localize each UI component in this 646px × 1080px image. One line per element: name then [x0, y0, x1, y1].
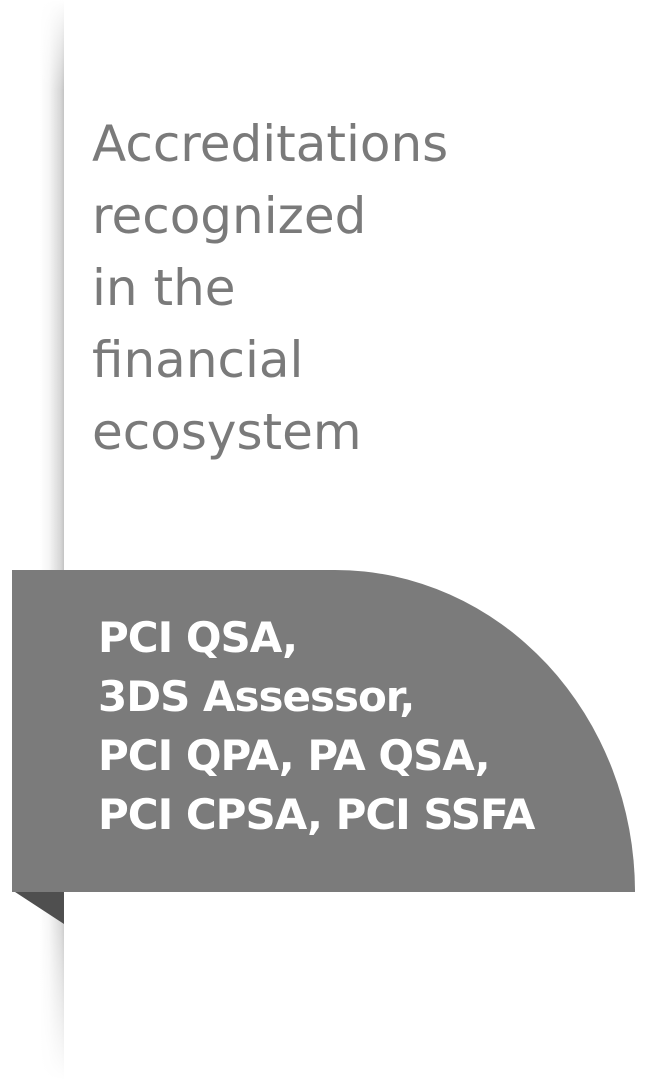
accreditation-line: PCI QSA, — [98, 613, 298, 662]
accreditations-list: PCI QSA, 3DS Assessor, PCI QPA, PA QSA, … — [98, 608, 535, 844]
heading-line: financial — [92, 331, 304, 389]
heading-line: recognized — [92, 187, 367, 245]
heading-line: ecosystem — [92, 403, 362, 461]
heading-line: Accreditations — [92, 115, 449, 173]
accreditation-line: 3DS Assessor, — [98, 672, 415, 721]
card-face — [64, 0, 646, 1080]
accreditation-line: PCI CPSA, PCI SSFA — [98, 790, 535, 839]
accreditations-heading: Accreditations recognized in the financi… — [92, 108, 448, 468]
accreditation-line: PCI QPA, PA QSA, — [98, 731, 491, 780]
ribbon-fold — [12, 890, 64, 924]
heading-line: in the — [92, 259, 236, 317]
